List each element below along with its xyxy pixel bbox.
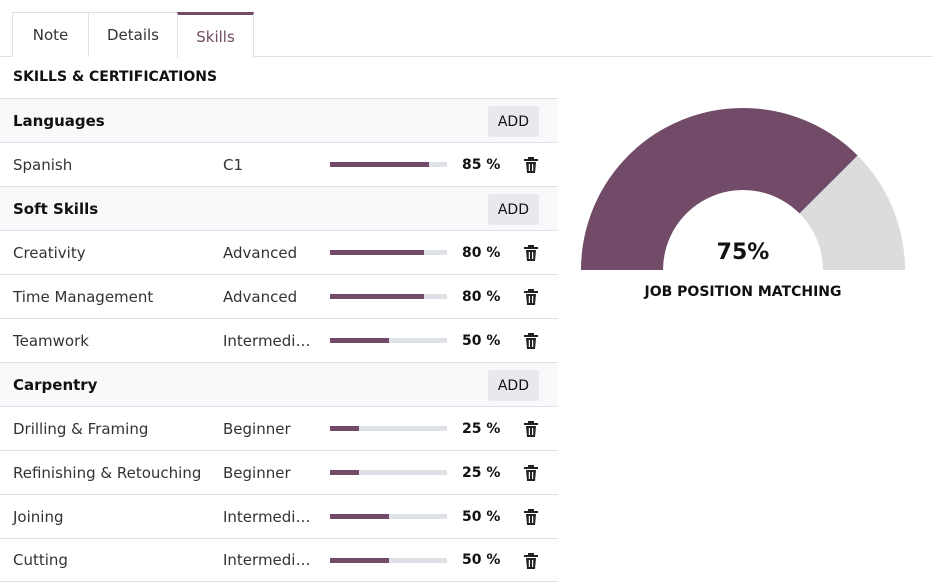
skill-progress-fill xyxy=(330,338,389,343)
tab-skills-label: Skills xyxy=(196,27,235,46)
tab-note-label: Note xyxy=(32,26,69,44)
add-skill-button[interactable]: ADD xyxy=(487,106,539,137)
trash-icon[interactable] xyxy=(524,157,538,173)
skill-progress-bar xyxy=(330,338,447,343)
trash-icon[interactable] xyxy=(524,289,538,305)
skill-percentage: 85 % xyxy=(462,156,501,173)
skill-progress-bar xyxy=(330,470,447,475)
skill-level: Intermediate xyxy=(223,331,313,350)
trash-icon[interactable] xyxy=(524,421,538,437)
skill-name: Creativity xyxy=(13,243,86,262)
skill-percentage: 25 % xyxy=(462,420,501,437)
skill-progress-bar xyxy=(330,426,447,431)
tab-bar: Note Details Skills xyxy=(0,0,933,58)
skill-level: C1 xyxy=(223,155,244,174)
skill-progress-fill xyxy=(330,514,389,519)
skill-row[interactable]: Drilling & Framing Beginner 25 % xyxy=(0,406,558,450)
skill-progress-bar xyxy=(330,250,447,255)
skill-name: Time Management xyxy=(13,287,154,306)
tab-note[interactable]: Note xyxy=(12,12,89,57)
skill-progress-fill xyxy=(330,558,389,563)
skill-row[interactable]: Refinishing & Retouching Beginner 25 % xyxy=(0,450,558,494)
skill-name: Cutting xyxy=(13,551,68,569)
skill-row[interactable]: Creativity Advanced 80 % xyxy=(0,230,558,274)
skill-progress-fill xyxy=(330,250,424,255)
skill-row[interactable]: Spanish C1 85 % xyxy=(0,142,558,186)
skill-name: Drilling & Framing xyxy=(13,419,149,438)
skill-level: Intermediate xyxy=(223,551,313,569)
trash-icon[interactable] xyxy=(524,465,538,481)
skills-list: Languages ADD Spanish C1 85 % Soft Skills ADD C… xyxy=(0,98,558,582)
skill-name: Teamwork xyxy=(13,331,89,350)
tab-details-label: Details xyxy=(106,26,159,44)
skill-percentage: 50 % xyxy=(462,508,501,525)
skill-progress-fill xyxy=(330,162,430,167)
skill-row[interactable]: Joining Intermediate 50 % xyxy=(0,494,558,538)
skill-group-header: Carpentry ADD xyxy=(0,362,558,406)
skill-progress-bar xyxy=(330,294,447,299)
gauge-label: JOB POSITION MATCHING xyxy=(644,284,842,300)
add-skill-button[interactable]: ADD xyxy=(487,194,539,225)
gauge-fill xyxy=(581,108,858,270)
skill-group-name: Soft Skills xyxy=(13,199,99,218)
tab-bar-divider xyxy=(0,56,933,57)
skill-group-header: Soft Skills ADD xyxy=(0,186,558,230)
tab-skills[interactable]: Skills xyxy=(177,12,254,58)
skill-percentage: 80 % xyxy=(462,244,501,261)
skill-progress-bar xyxy=(330,514,447,519)
trash-icon[interactable] xyxy=(524,509,538,525)
trash-icon[interactable] xyxy=(524,553,538,569)
skill-progress-bar xyxy=(330,558,447,563)
skill-row[interactable]: Cutting Intermediate 50 % xyxy=(0,538,558,582)
skill-row[interactable]: Time Management Advanced 80 % xyxy=(0,274,558,318)
skill-level: Beginner xyxy=(223,463,291,482)
skill-level: Advanced xyxy=(223,243,298,262)
skill-group-name: Carpentry xyxy=(13,375,98,394)
skill-percentage: 50 % xyxy=(462,552,501,568)
skill-percentage: 25 % xyxy=(462,464,501,481)
skill-group-name: Languages xyxy=(13,111,105,130)
skill-name: Joining xyxy=(13,507,64,526)
skill-row[interactable]: Teamwork Intermediate 50 % xyxy=(0,318,558,362)
trash-icon[interactable] xyxy=(524,245,538,261)
tab-details[interactable]: Details xyxy=(88,12,178,57)
skill-group-header: Languages ADD xyxy=(0,98,558,142)
skill-progress-fill xyxy=(330,426,360,431)
skill-level: Intermediate xyxy=(223,507,313,526)
add-skill-button[interactable]: ADD xyxy=(487,370,539,401)
skill-name: Refinishing & Retouching xyxy=(13,463,202,482)
gauge-percentage: 75% xyxy=(716,240,770,265)
skill-progress-fill xyxy=(330,294,424,299)
trash-icon[interactable] xyxy=(524,333,538,349)
skill-percentage: 80 % xyxy=(462,288,501,305)
skill-progress-bar xyxy=(330,162,447,167)
skill-level: Beginner xyxy=(223,419,291,438)
job-matching-gauge xyxy=(581,108,905,270)
section-title: SKILLS & CERTIFICATIONS xyxy=(13,69,218,85)
skill-level: Advanced xyxy=(223,287,298,306)
skill-percentage: 50 % xyxy=(462,332,501,349)
skill-progress-fill xyxy=(330,470,360,475)
skill-name: Spanish xyxy=(13,155,73,174)
